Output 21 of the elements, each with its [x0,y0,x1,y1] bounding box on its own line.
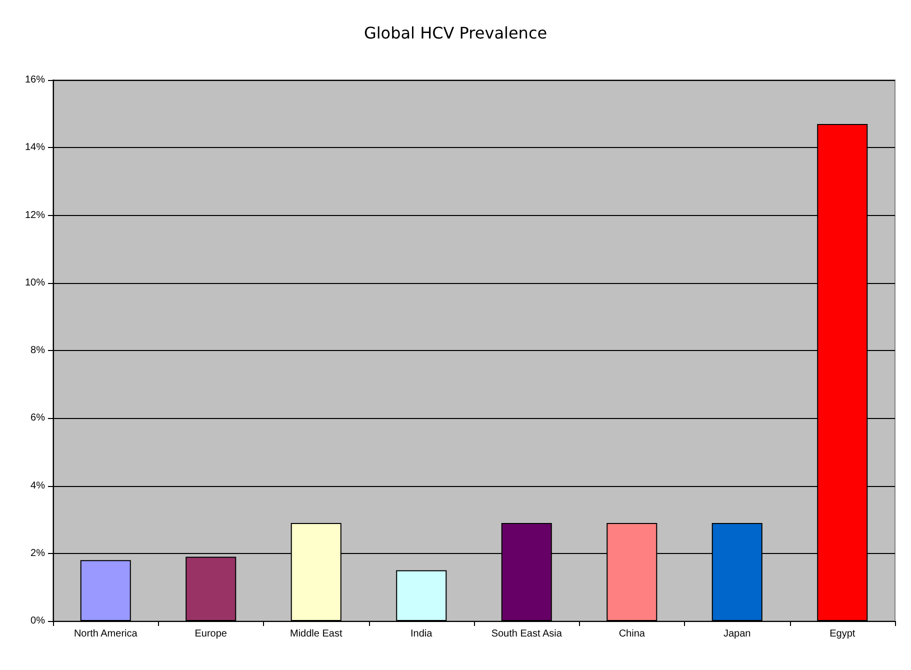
x-tick-label: North America [74,628,138,640]
y-tick-label: 16% [24,74,46,86]
chart-title: Global HCV Prevalence [364,24,548,42]
y-tick-label: 4% [30,480,46,492]
x-tick-label: Europe [194,628,228,640]
x-tick-label: China [618,628,646,640]
y-tick-label: 2% [30,548,46,559]
x-tick-label: South East Asia [491,628,562,640]
y-tick-label: 8% [30,345,46,356]
y-tick-label: 6% [30,412,46,424]
y-tick-label: 10% [24,277,46,288]
x-tick-label: Middle East [290,628,342,640]
y-tick-label: 14% [24,142,46,154]
bar [80,560,131,621]
x-tick-label: India [410,628,433,640]
x-tick-label: Japan [724,628,751,640]
y-tick-label: 0% [30,616,46,626]
x-tick-label: Egypt [830,628,856,640]
y-tick-label: 12% [24,210,46,221]
bar [186,556,236,621]
bar [396,570,447,621]
